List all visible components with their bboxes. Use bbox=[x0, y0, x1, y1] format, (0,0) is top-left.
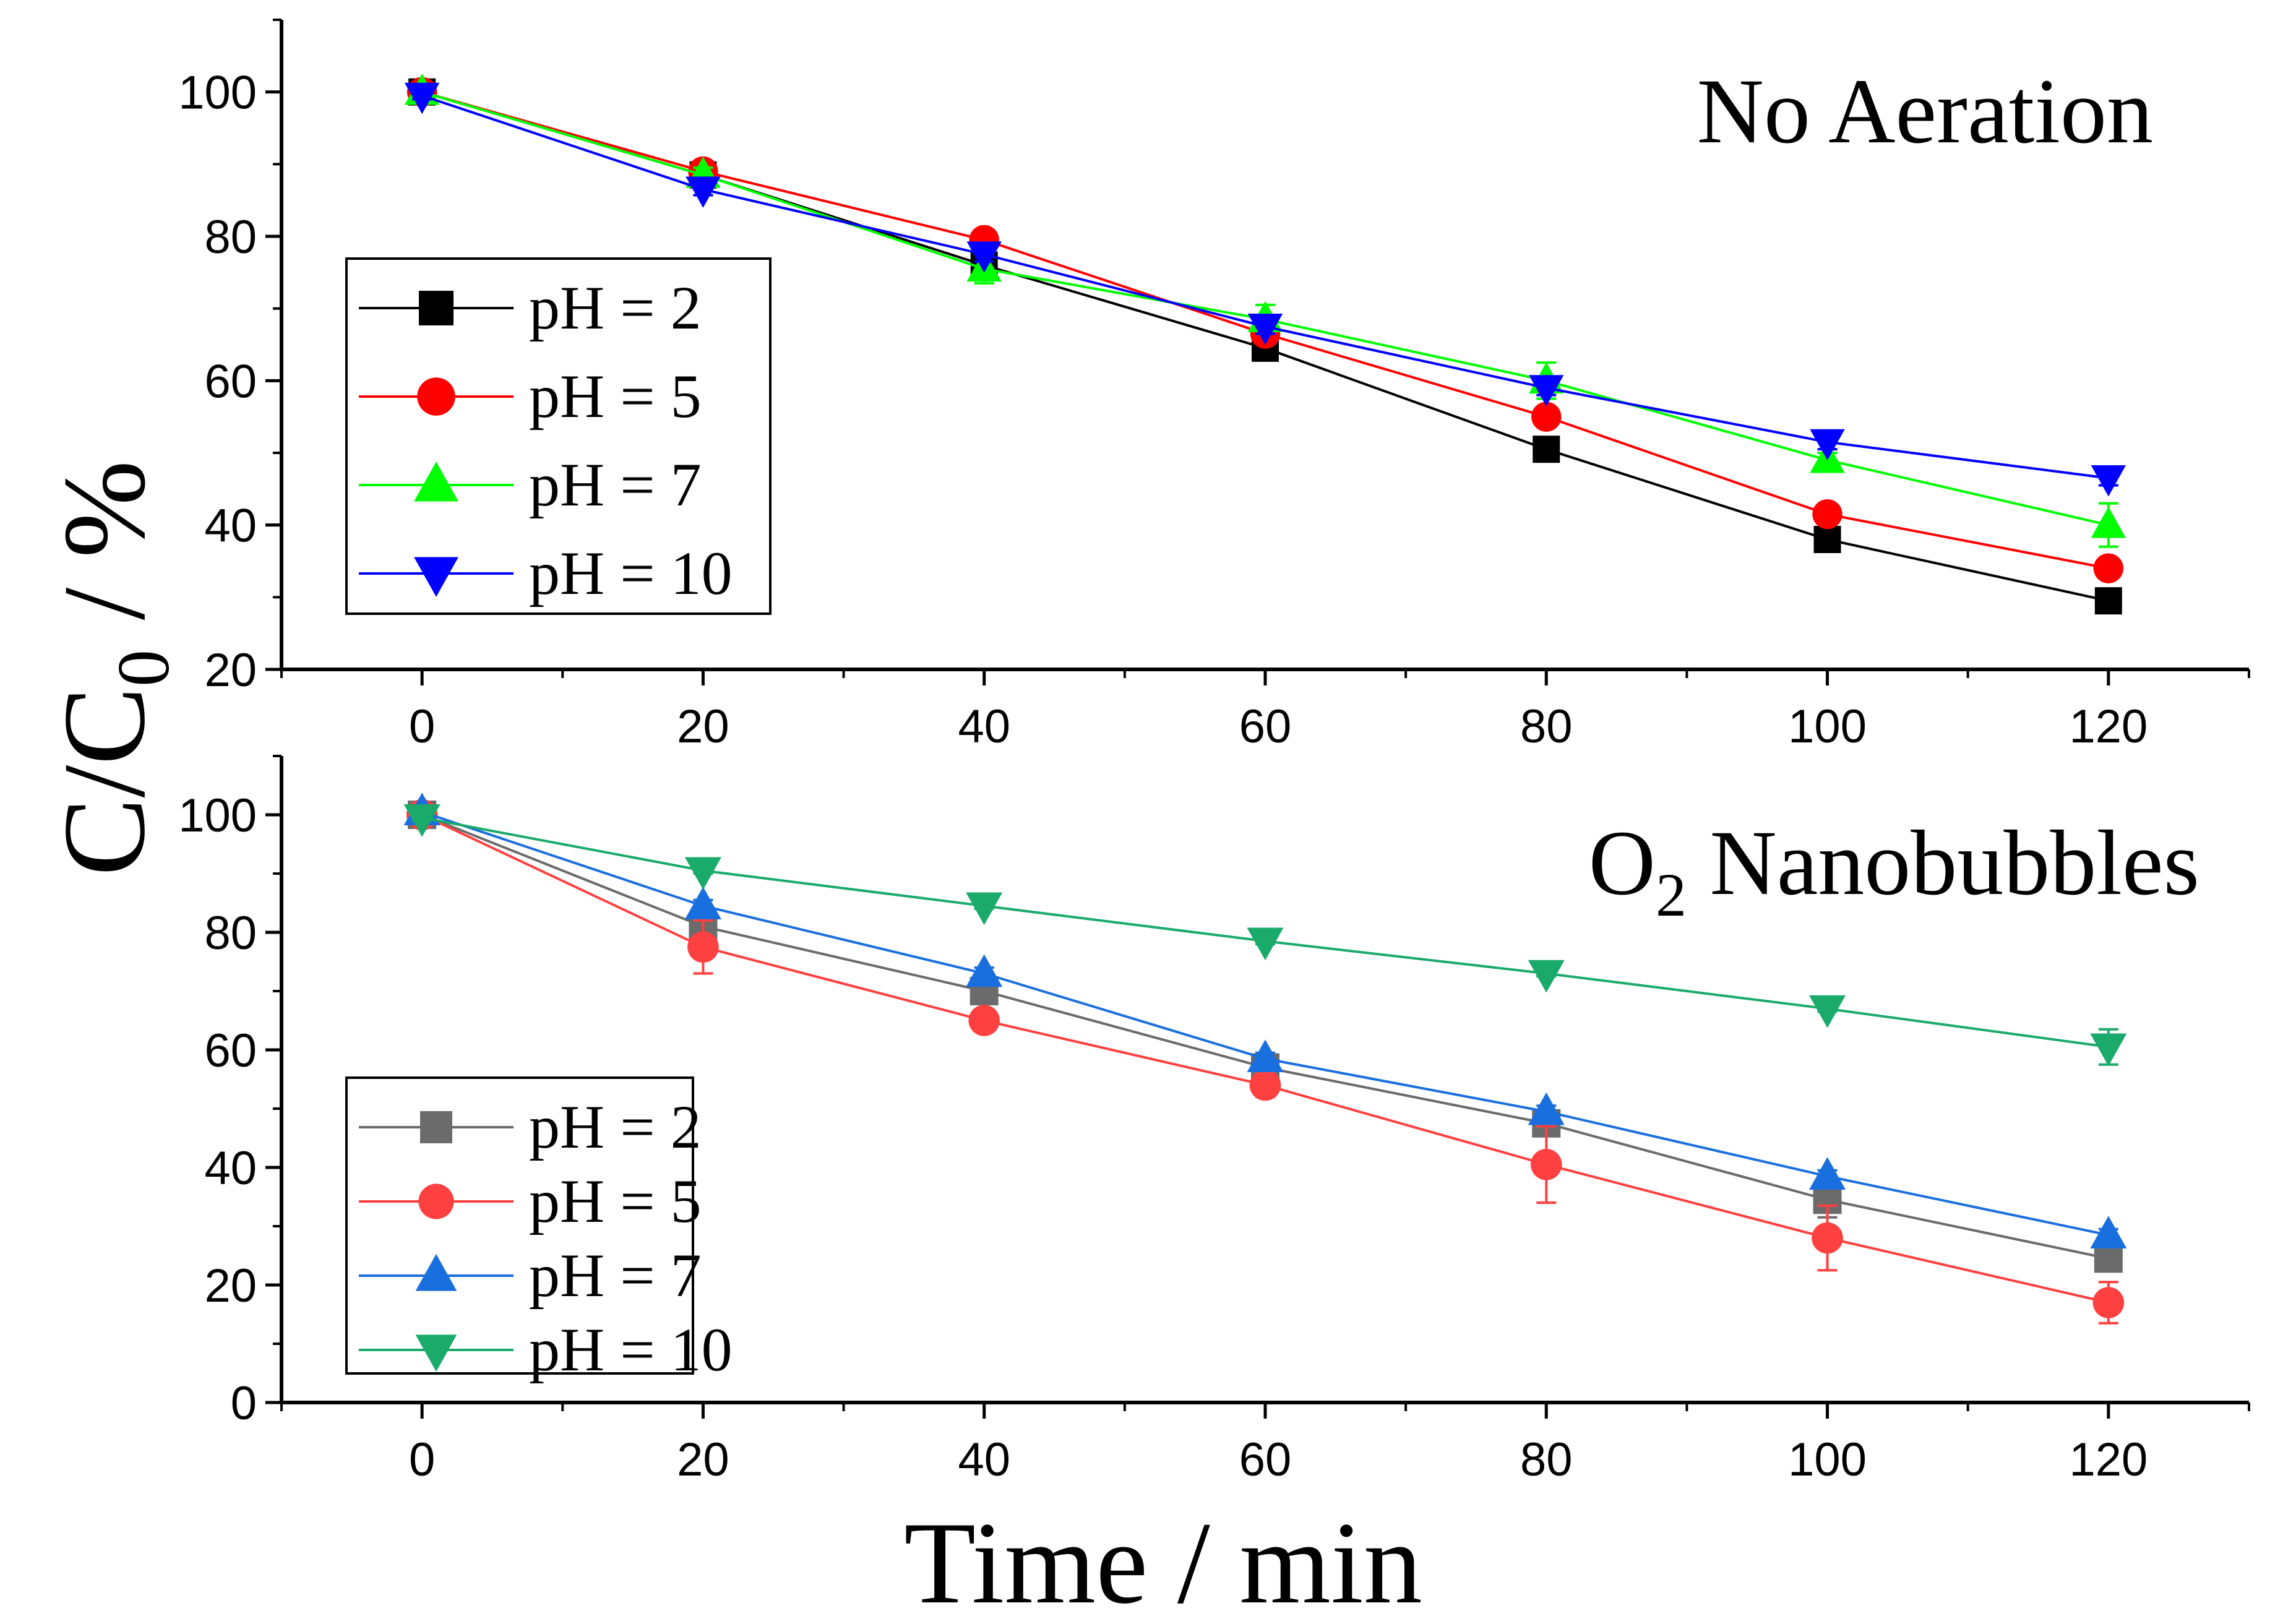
legend-entry-ph-10: pH = 10 bbox=[359, 1315, 733, 1384]
data-point bbox=[686, 176, 721, 208]
x-tick-label: 100 bbox=[1788, 1433, 1867, 1486]
legend-marker bbox=[419, 291, 454, 325]
legend-entry-ph-7: pH = 7 bbox=[359, 1241, 702, 1310]
data-point bbox=[404, 82, 440, 114]
x-tick-label: 80 bbox=[1520, 1433, 1573, 1486]
data-point bbox=[1809, 1157, 1846, 1190]
data-point bbox=[1810, 429, 1845, 461]
data-point bbox=[403, 804, 441, 837]
legend-marker bbox=[420, 1111, 452, 1143]
legend-entry-ph-5: pH = 5 bbox=[359, 1167, 702, 1235]
data-point bbox=[1528, 1092, 1565, 1125]
legend-label: pH = 10 bbox=[529, 1315, 733, 1384]
data-point bbox=[1531, 402, 1562, 432]
legend-label: pH = 5 bbox=[529, 362, 702, 431]
data-point bbox=[1528, 960, 1565, 993]
data-point bbox=[1809, 995, 1846, 1028]
data-point bbox=[2091, 506, 2126, 538]
legend-marker bbox=[415, 1334, 457, 1372]
legend-entry-ph-5: pH = 5 bbox=[359, 362, 702, 431]
x-tick-label: 0 bbox=[409, 1433, 435, 1486]
y-tick-label: 100 bbox=[178, 67, 257, 119]
data-point bbox=[966, 892, 1003, 926]
x-tick-label: 0 bbox=[409, 700, 435, 753]
y-axis-title: C/C0 / % bbox=[40, 460, 184, 876]
x-tick-label: 120 bbox=[2069, 1433, 2147, 1486]
data-point bbox=[1247, 1039, 1284, 1072]
panel-title: O2 Nanobubbles bbox=[1589, 812, 2199, 929]
legend-label: pH = 5 bbox=[529, 1167, 702, 1235]
data-point bbox=[1812, 499, 1842, 530]
data-point bbox=[1533, 436, 1560, 463]
legend-entry-ph-2: pH = 2 bbox=[359, 273, 702, 342]
legend-label: pH = 7 bbox=[529, 450, 702, 519]
data-point bbox=[687, 931, 719, 963]
data-point bbox=[1812, 1222, 1843, 1254]
y-tick-label: 100 bbox=[178, 789, 257, 842]
legend-marker bbox=[414, 462, 458, 502]
data-point bbox=[968, 1005, 1000, 1036]
x-tick-label: 120 bbox=[2069, 700, 2147, 753]
panel-o2-nanobubbles: 0 20 40 60 80 100 120 0 20 40 60 80 100 O2 Nanobubble… bbox=[178, 755, 2250, 1486]
panel-title: No Aeration bbox=[1697, 60, 2153, 163]
legend-marker bbox=[415, 1253, 457, 1291]
data-point bbox=[1529, 375, 1564, 406]
legend-entry-ph-2: pH = 2 bbox=[359, 1093, 702, 1161]
data-point bbox=[1530, 1148, 1562, 1180]
legend-label: pH = 2 bbox=[529, 1093, 702, 1161]
data-point bbox=[2094, 1244, 2123, 1273]
legend-marker bbox=[414, 557, 458, 597]
data-point bbox=[684, 887, 721, 919]
y-tick-label: 0 bbox=[231, 1377, 257, 1430]
data-point bbox=[1247, 927, 1284, 961]
data-point bbox=[1813, 526, 1841, 553]
y-tick-label: 20 bbox=[204, 644, 257, 697]
data-point bbox=[966, 241, 1002, 273]
data-point bbox=[2093, 553, 2124, 583]
y-tick-label: 60 bbox=[204, 355, 257, 408]
data-point bbox=[2091, 465, 2126, 497]
y-tick-label: 20 bbox=[204, 1260, 257, 1312]
legend-marker bbox=[417, 377, 455, 416]
legend-label: pH = 7 bbox=[529, 1241, 702, 1310]
legend: pH = 2 pH = 5 pH = 7 pH = 10 bbox=[345, 257, 772, 615]
legend-entry-ph-7: pH = 7 bbox=[359, 450, 702, 519]
x-tick-label: 20 bbox=[677, 1433, 729, 1486]
y-tick-label: 80 bbox=[204, 211, 257, 264]
data-point bbox=[966, 954, 1003, 987]
x-tick-label: 60 bbox=[1239, 700, 1292, 753]
y-tick-label: 80 bbox=[204, 907, 257, 960]
x-tick-label: 100 bbox=[1788, 700, 1867, 753]
data-point bbox=[2092, 1287, 2125, 1318]
y-tick-label: 60 bbox=[204, 1025, 257, 1077]
series-ph-10 bbox=[403, 804, 2127, 1067]
legend-entry-ph-10: pH = 10 bbox=[359, 539, 733, 608]
legend-label: pH = 10 bbox=[529, 539, 733, 608]
data-point bbox=[684, 857, 721, 890]
legend-box bbox=[345, 257, 772, 615]
legend-marker bbox=[418, 1184, 454, 1219]
x-axis-title: Time / min bbox=[904, 1498, 1422, 1624]
x-tick-label: 40 bbox=[958, 700, 1010, 753]
x-tick-label: 60 bbox=[1239, 1433, 1292, 1486]
series-ph-10 bbox=[404, 82, 2126, 497]
data-point bbox=[2094, 587, 2122, 615]
legend-label: pH = 2 bbox=[529, 273, 702, 342]
data-point bbox=[2090, 1216, 2127, 1248]
y-tick-label: 40 bbox=[204, 500, 257, 552]
y-tick-label: 40 bbox=[204, 1142, 257, 1195]
data-point bbox=[1247, 314, 1283, 345]
x-tick-label: 80 bbox=[1520, 700, 1573, 753]
panel-no-aeration: 0 20 40 60 80 100 120 20 40 60 80 100 No Aeration pH … bbox=[178, 19, 2250, 753]
data-point bbox=[1249, 1069, 1281, 1101]
data-point bbox=[2090, 1033, 2127, 1067]
x-tick-label: 40 bbox=[958, 1433, 1010, 1486]
x-tick-label: 20 bbox=[677, 700, 729, 753]
legend: pH = 2pH = 5pH = 7pH = 10 bbox=[345, 1076, 733, 1384]
